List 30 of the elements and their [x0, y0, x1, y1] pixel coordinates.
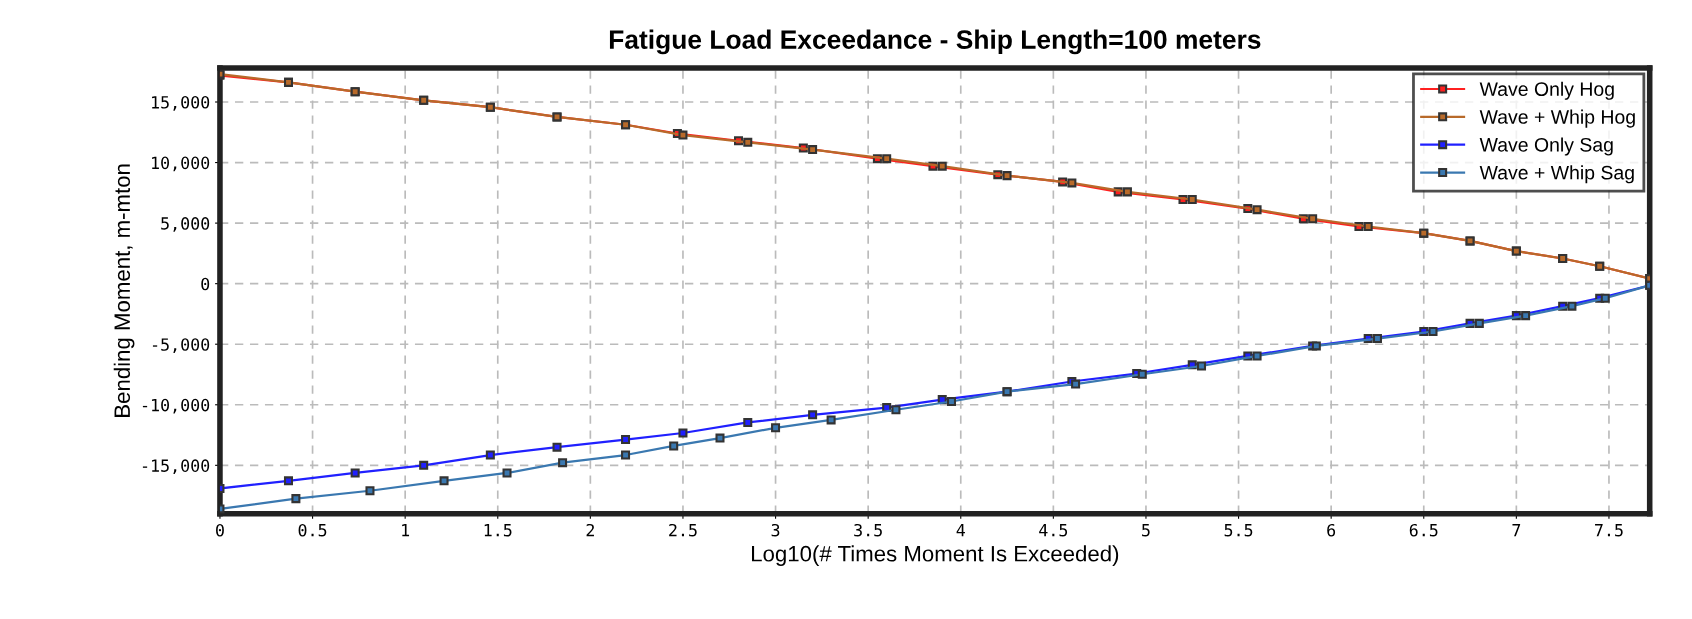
x-tick-label: 0.5: [298, 523, 327, 537]
x-axis-title: Log10(# Times Moment Is Exceeded): [752, 545, 1119, 566]
y-tick-label: 10,000: [152, 156, 210, 172]
legend-label: Wave + Whip Sag: [1479, 165, 1634, 184]
x-tick-label: 6: [1327, 523, 1336, 537]
chart-title: Fatigue Load Exceedance - Ship Length=100 meters: [609, 29, 1261, 55]
y-tick-label: 15,000: [152, 96, 210, 111]
x-tick-label: 2: [586, 523, 594, 537]
y-tick-label: 5,000: [161, 217, 210, 232]
x-tick-label: 6.5: [1409, 523, 1438, 537]
x-tick-label: 2.5: [669, 523, 697, 537]
y-tick-label: -5,000: [152, 338, 210, 353]
x-tick-label: 3: [771, 523, 780, 537]
x-tick-label: 0: [216, 523, 224, 537]
x-tick-label: 4.5: [1039, 524, 1068, 537]
y-tick-label: -15,000: [142, 459, 210, 475]
x-tick-label: 5: [1142, 524, 1150, 537]
x-tick-label: 7.5: [1595, 524, 1623, 537]
y-axis-title: Bending Moment, m-mton: [113, 164, 135, 417]
x-tick-label: 5.5: [1224, 524, 1253, 537]
x-tick-label: 1: [402, 524, 410, 537]
y-tick-label: -10,000: [142, 398, 210, 414]
legend-label: Wave Only Sag: [1479, 137, 1613, 156]
x-tick-label: 3.5: [854, 523, 882, 537]
legend-label: Wave Only Hog: [1479, 81, 1614, 100]
y-tick-label: 0: [201, 277, 210, 291]
x-tick-label: 4: [956, 524, 965, 537]
legend-label: Wave + Whip Hog: [1479, 109, 1635, 128]
x-tick-label: 7: [1512, 524, 1521, 537]
x-tick-label: 1.5: [484, 524, 512, 537]
